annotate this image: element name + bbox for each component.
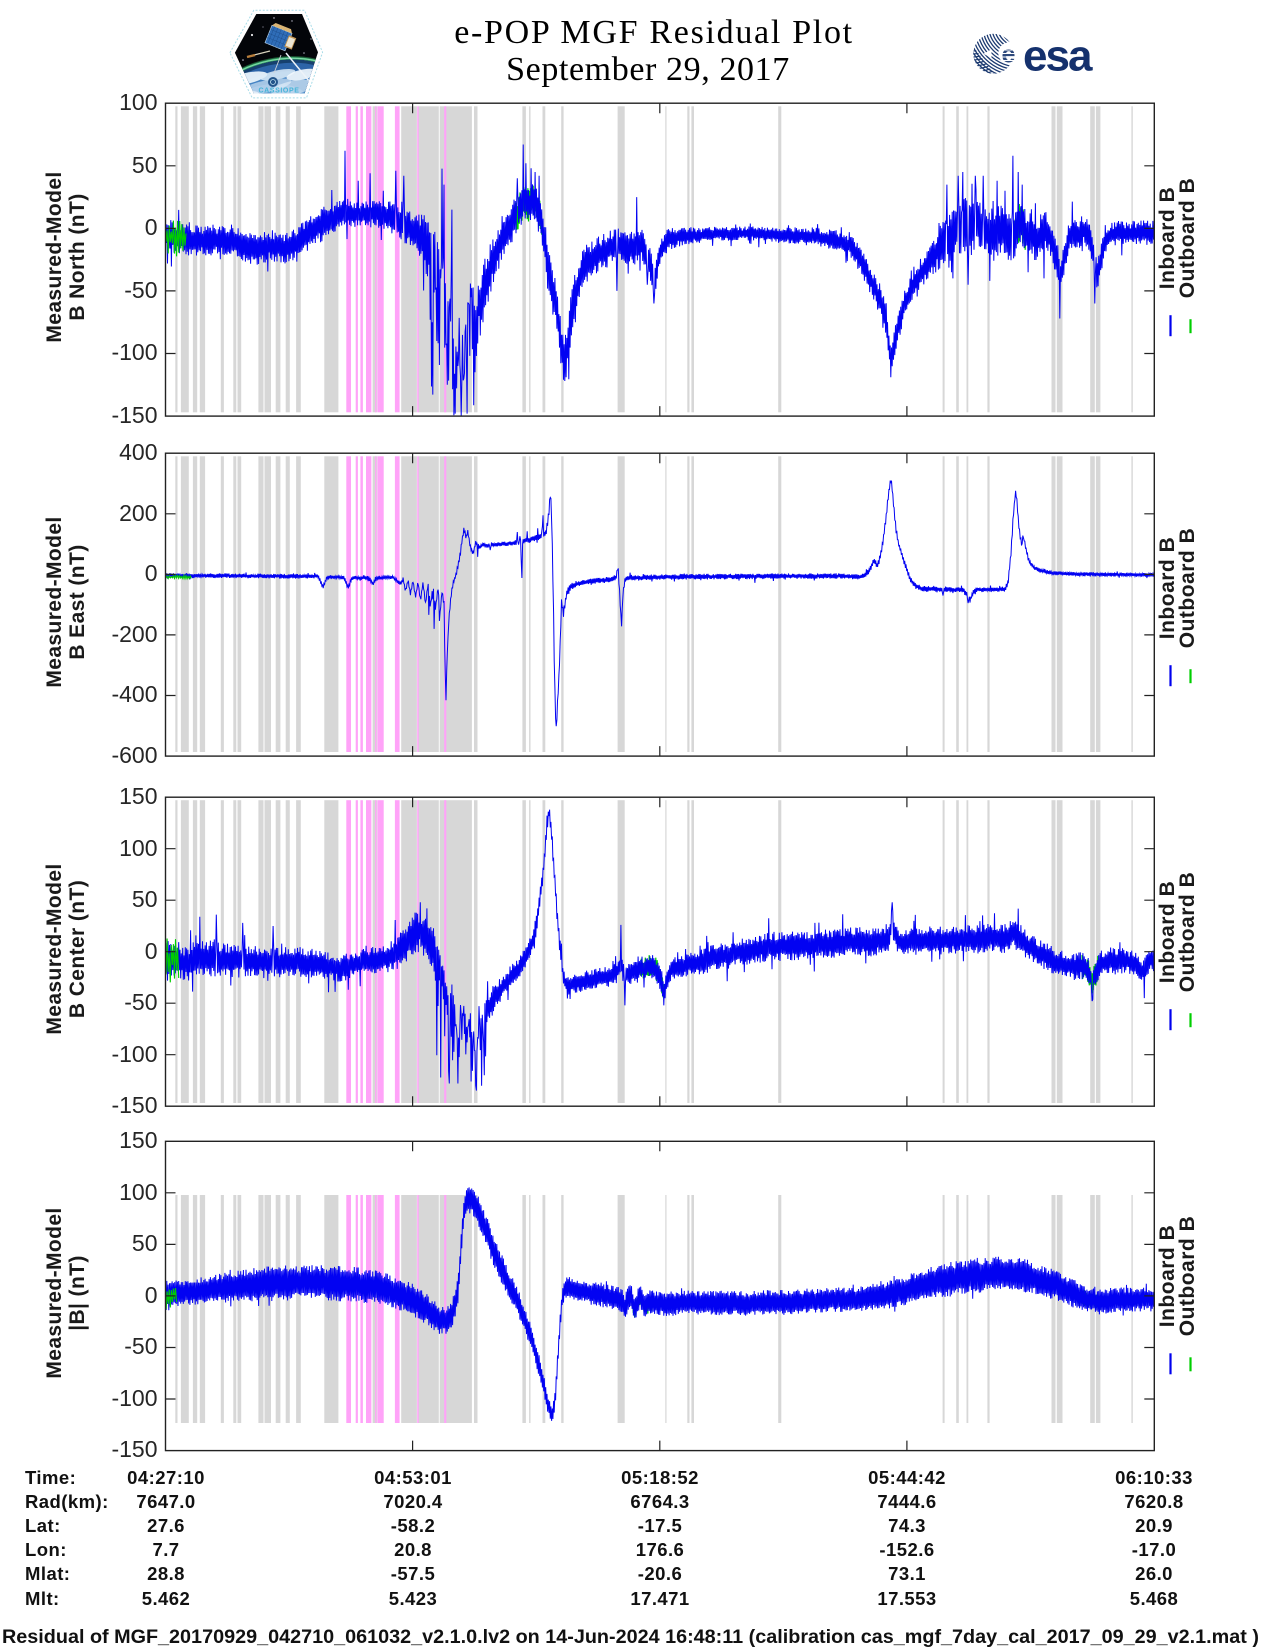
svg-text:CASSIOPE: CASSIOPE [259,88,300,95]
svg-text:esa: esa [1023,32,1093,81]
